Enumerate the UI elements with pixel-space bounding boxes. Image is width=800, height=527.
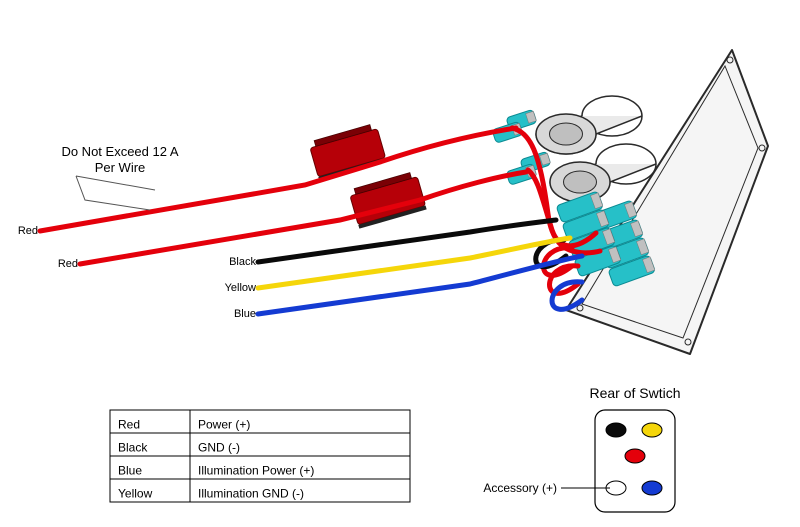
- legend-cell: Blue: [118, 464, 142, 478]
- pin-blue: [642, 481, 662, 495]
- legend-cell: GND (-): [198, 441, 240, 455]
- socket-inner: [550, 123, 583, 145]
- wire: [258, 238, 570, 288]
- label-black: Black: [229, 256, 256, 268]
- label-blue: Blue: [234, 308, 256, 320]
- legend-cell: Yellow: [118, 487, 153, 501]
- label-red-1: Red: [18, 225, 38, 237]
- legend-cell: Black: [118, 441, 148, 455]
- legend-cell: Power (+): [198, 418, 250, 432]
- legend-cell: Illumination GND (-): [198, 487, 304, 501]
- label-red-2: Red: [58, 258, 78, 270]
- legend-cell: Red: [118, 418, 140, 432]
- pin-yellow: [642, 423, 662, 437]
- accessory-label: Accessory (+): [483, 481, 557, 495]
- leader-line: [76, 176, 155, 210]
- legend-cell: Illumination Power (+): [198, 464, 314, 478]
- rear-title: Rear of Swtich: [589, 385, 680, 401]
- label-yellow: Yellow: [225, 282, 256, 294]
- warning-line2: Per Wire: [95, 160, 146, 175]
- pin-red: [625, 449, 645, 463]
- socket-inner: [564, 171, 597, 193]
- pin-black: [606, 423, 626, 437]
- warning-line1: Do Not Exceed 12 A: [61, 144, 178, 159]
